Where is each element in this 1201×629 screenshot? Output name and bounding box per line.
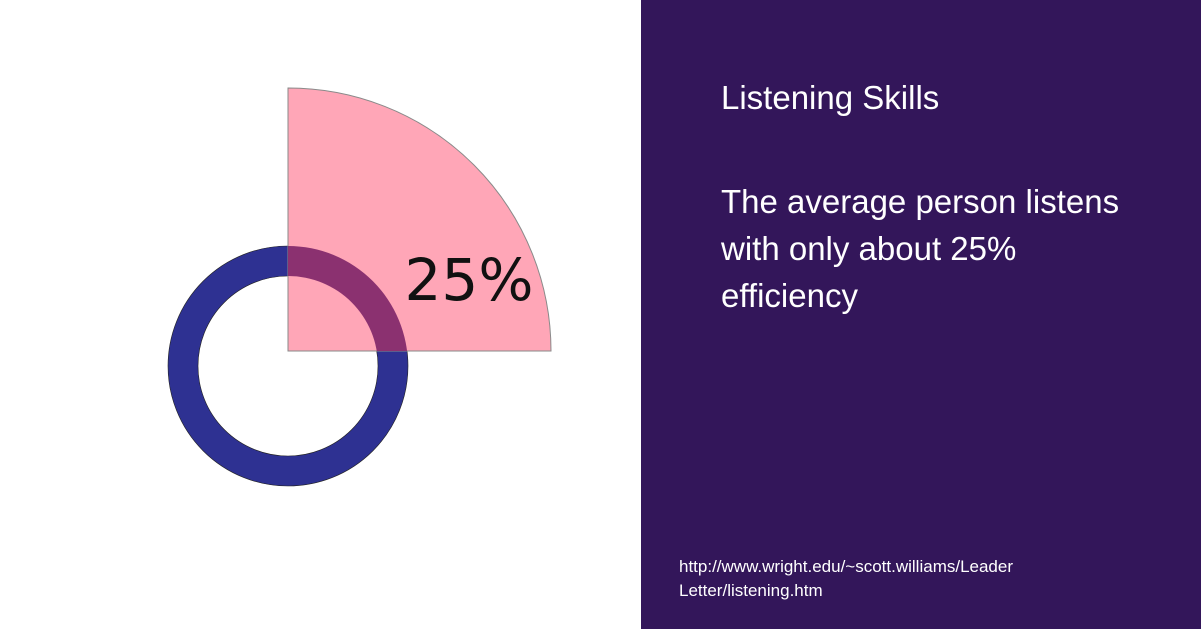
chart-area: 25%	[167, 87, 552, 487]
text-panel: Listening Skills The average person list…	[641, 0, 1201, 629]
panel-title: Listening Skills	[721, 79, 940, 116]
slice-label-efficiency: 25%	[405, 246, 534, 314]
pie-chart: 25%	[167, 87, 552, 487]
statement-text: The average person listens with only abo…	[721, 183, 1120, 314]
source-url: http://www.wright.edu/~scott.williams/Le…	[679, 557, 1014, 600]
